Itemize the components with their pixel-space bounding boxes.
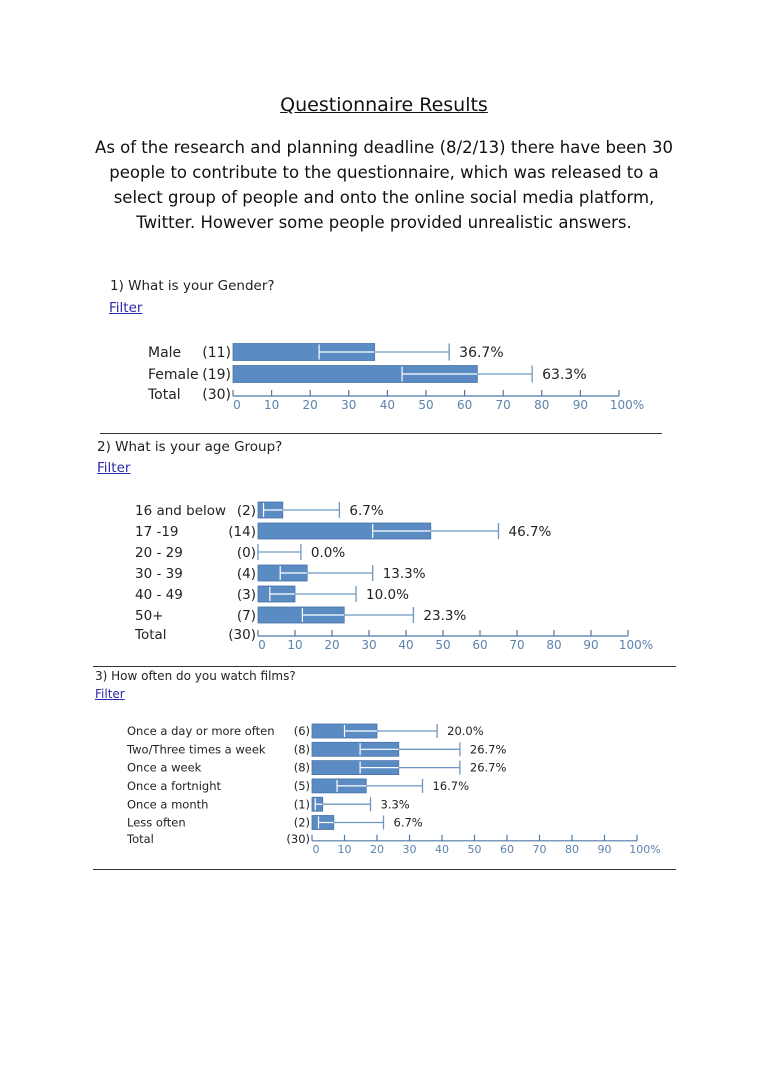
percent-label: 3.3% — [381, 797, 410, 811]
tick-label: 30 — [361, 638, 376, 652]
category-label: 20 - 29 — [135, 545, 183, 561]
tick-label: 0 — [258, 638, 266, 652]
tick-label: 80 — [546, 638, 561, 652]
percent-label: 23.3% — [423, 608, 466, 624]
percent-label: 36.7% — [459, 345, 503, 361]
percent-label: 16.7% — [433, 779, 470, 793]
count-label: (3) — [237, 587, 256, 603]
category-label: Less often — [127, 816, 186, 830]
tick-label: 20 — [303, 398, 318, 412]
tick-label: 40 — [435, 843, 449, 856]
count-label: (14) — [228, 524, 256, 540]
tick-label: 50 — [435, 638, 450, 652]
tick-label: 100% — [629, 843, 660, 856]
filter-link-2[interactable]: Filter — [97, 460, 131, 476]
question-2: 2) What is your age Group? — [97, 439, 283, 455]
category-label: 30 - 39 — [135, 566, 183, 582]
tick-label: 70 — [533, 843, 547, 856]
tick-label: 40 — [380, 398, 395, 412]
count-label: (4) — [237, 566, 256, 582]
tick-label: 80 — [565, 843, 579, 856]
tick-label: 0 — [313, 843, 320, 856]
category-label: Male — [148, 345, 181, 361]
total-count: (30) — [202, 387, 231, 403]
tick-label: 20 — [324, 638, 339, 652]
category-label: Once a week — [127, 761, 202, 775]
tick-label: 20 — [370, 843, 384, 856]
total-count: (30) — [228, 627, 256, 643]
total-label: Total — [147, 387, 181, 403]
tick-label: 100% — [610, 398, 644, 412]
filter-link-3[interactable]: Filter — [95, 687, 125, 701]
category-label: 50+ — [135, 608, 164, 624]
total-count: (30) — [286, 832, 310, 846]
tick-label: 60 — [472, 638, 487, 652]
tick-label: 50 — [418, 398, 433, 412]
count-label: (6) — [294, 724, 310, 738]
category-label: Female — [148, 367, 199, 383]
percent-label: 26.7% — [470, 742, 507, 756]
percent-label: 26.7% — [470, 761, 507, 775]
tick-label: 10 — [264, 398, 279, 412]
count-label: (8) — [294, 742, 310, 756]
intro-paragraph: As of the research and planning deadline… — [95, 138, 673, 232]
question-1: 1) What is your Gender? — [110, 278, 275, 294]
tick-label: 80 — [534, 398, 549, 412]
percent-label: 46.7% — [509, 524, 552, 540]
percent-label: 63.3% — [542, 367, 586, 383]
category-label: Once a month — [127, 797, 208, 811]
category-label: 40 - 49 — [135, 587, 183, 603]
tick-label: 60 — [457, 398, 472, 412]
percent-label: 20.0% — [447, 724, 484, 738]
percent-label: 6.7% — [394, 816, 423, 830]
tick-label: 60 — [500, 843, 514, 856]
tick-label: 70 — [496, 398, 511, 412]
count-label: (19) — [202, 367, 231, 383]
tick-label: 90 — [573, 398, 588, 412]
category-label: Once a fortnight — [127, 779, 221, 793]
category-label: 17 -19 — [135, 524, 179, 540]
count-label: (2) — [237, 503, 256, 519]
count-label: (1) — [294, 797, 310, 811]
tick-label: 100% — [619, 638, 653, 652]
tick-label: 10 — [338, 843, 352, 856]
tick-label: 10 — [287, 638, 302, 652]
tick-label: 50 — [468, 843, 482, 856]
divider — [93, 869, 676, 870]
count-label: (2) — [294, 816, 310, 830]
category-label: Once a day or more often — [127, 724, 275, 738]
tick-label: 30 — [403, 843, 417, 856]
count-label: (5) — [294, 779, 310, 793]
category-label: Two/Three times a week — [126, 742, 266, 756]
tick-label: 90 — [583, 638, 598, 652]
tick-label: 90 — [598, 843, 612, 856]
percent-label: 10.0% — [366, 587, 409, 603]
tick-label: 70 — [509, 638, 524, 652]
tick-label: 30 — [341, 398, 356, 412]
tick-label: 0 — [233, 398, 241, 412]
tick-label: 40 — [398, 638, 413, 652]
count-label: (7) — [237, 608, 256, 624]
count-label: (8) — [294, 761, 310, 775]
divider — [93, 666, 676, 667]
question-3: 3) How often do you watch films? — [95, 669, 296, 683]
percent-label: 6.7% — [349, 503, 383, 519]
percent-label: 0.0% — [311, 545, 345, 561]
percent-label: 13.3% — [383, 566, 426, 582]
count-label: (0) — [237, 545, 256, 561]
category-label: 16 and below — [135, 503, 226, 519]
divider — [100, 433, 662, 434]
page-title: Questionnaire Results — [280, 94, 488, 116]
count-label: (11) — [202, 345, 231, 361]
filter-link-1[interactable]: Filter — [109, 300, 143, 316]
total-label: Total — [134, 627, 167, 643]
total-label: Total — [126, 832, 154, 846]
